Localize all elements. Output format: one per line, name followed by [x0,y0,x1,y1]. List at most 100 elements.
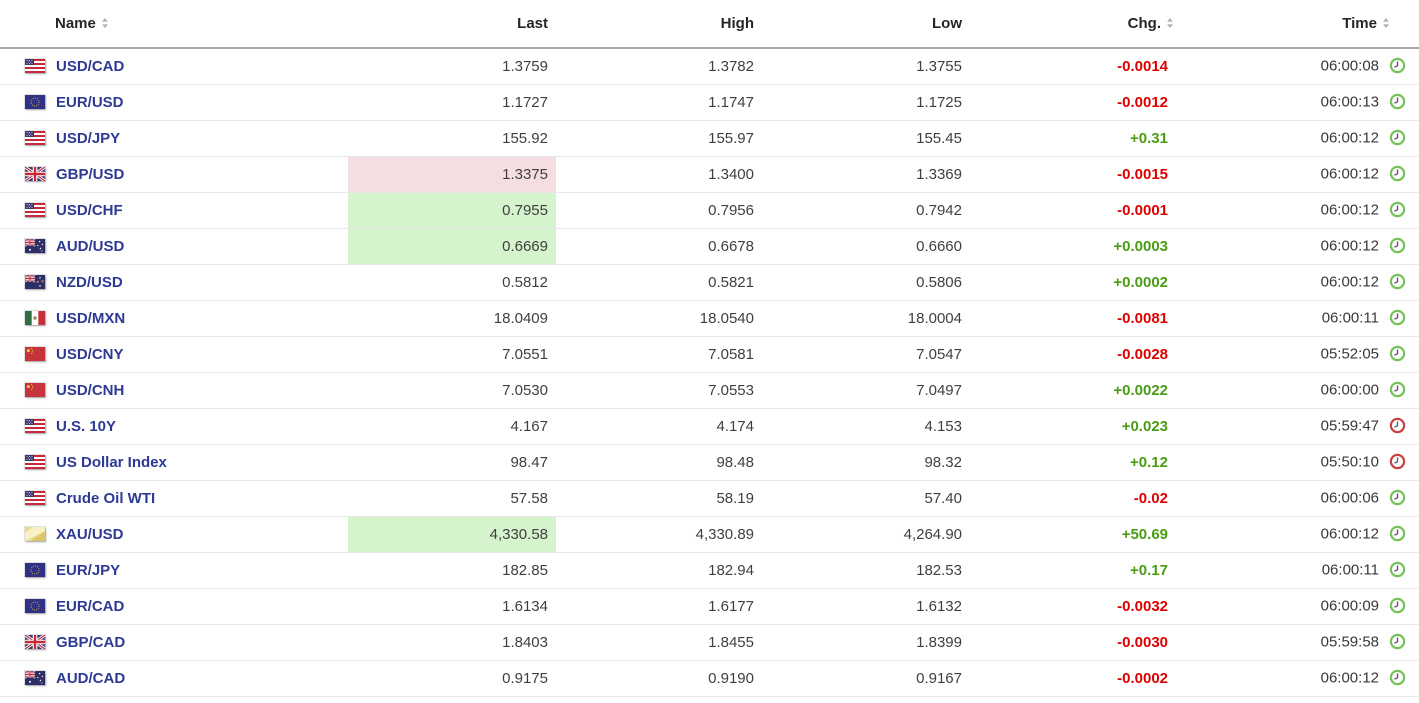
low-cell: 18.0004 [762,300,970,337]
instrument-link[interactable]: GBP/CAD [56,633,126,651]
low-value: 1.3369 [916,165,962,183]
instrument-link[interactable]: GBP/USD [56,165,125,183]
last-value: 4.167 [510,417,548,435]
low-value: 0.7942 [916,201,962,219]
low-cell: 1.1725 [762,84,970,121]
name-cell: XAU/USD [0,516,348,553]
last-cell: 7.0530 [348,372,556,409]
time-cell: 06:00:12 [1178,120,1419,157]
instrument-link[interactable]: USD/CNH [56,381,125,399]
time-cell: 06:00:09 [1178,588,1419,625]
au-flag-icon [25,239,45,253]
instrument-link[interactable]: USD/CAD [56,57,125,75]
clock-icon [1389,417,1406,434]
nz-flag-icon [25,275,45,289]
change-value: +0.17 [1130,561,1168,579]
clock-icon [1389,345,1406,362]
last-cell: 57.58 [348,480,556,517]
us-flag-icon [25,131,45,145]
clock-icon [1389,597,1406,614]
instrument-link[interactable]: USD/MXN [56,309,126,327]
chg-cell: +0.023 [970,408,1178,445]
table-row: USD/JPY 155.92 155.97 155.45 +0.31 06:00… [0,120,1419,157]
table-row: XAU/USD 4,330.58 4,330.89 4,264.90 +50.6… [0,516,1419,553]
last-value: 7.0530 [502,381,548,399]
table-row: GBP/USD 1.3375 1.3400 1.3369 -0.0015 06:… [0,156,1419,193]
instrument-link[interactable]: EUR/CAD [56,597,125,615]
low-cell: 57.40 [762,480,970,517]
table-row: Crude Oil WTI 57.58 58.19 57.40 -0.02 06… [0,480,1419,517]
last-value: 0.9175 [502,669,548,687]
column-header-name[interactable]: Name [0,0,348,49]
high-cell: 18.0540 [556,300,762,337]
column-header-time[interactable]: Time [1178,0,1419,49]
column-header-last-label: Last [517,15,548,32]
instrument-link[interactable]: US Dollar Index [56,453,167,471]
table-row: EUR/CAD 1.6134 1.6177 1.6132 -0.0032 06:… [0,588,1419,625]
column-header-chg[interactable]: Chg. [970,0,1178,49]
instrument-link[interactable]: AUD/CAD [56,669,126,687]
time-value: 06:00:12 [1320,165,1379,183]
name-cell: AUD/USD [0,228,348,265]
instrument-link[interactable]: NZD/USD [56,273,123,291]
low-cell: 0.9167 [762,660,970,697]
clock-icon [1389,309,1406,326]
low-value: 4.153 [924,417,962,435]
instrument-link[interactable]: U.S. 10Y [56,417,117,435]
clock-icon [1389,93,1406,110]
time-value: 06:00:12 [1320,237,1379,255]
time-value: 06:00:12 [1320,129,1379,147]
last-cell: 1.6134 [348,588,556,625]
name-cell: USD/CNH [0,372,348,409]
time-value: 06:00:08 [1320,58,1379,76]
low-cell: 0.5806 [762,264,970,301]
us-flag-icon [25,419,45,433]
high-cell: 0.7956 [556,192,762,229]
change-value: +0.023 [1121,417,1168,435]
chg-cell: -0.02 [970,480,1178,517]
last-cell: 4.167 [348,408,556,445]
name-cell: USD/CNY [0,336,348,373]
high-value: 98.48 [716,453,754,471]
name-cell: US Dollar Index [0,444,348,481]
instrument-link[interactable]: USD/CNY [56,345,124,363]
table-row: EUR/JPY 182.85 182.94 182.53 +0.17 06:00… [0,552,1419,589]
time-value: 06:00:13 [1320,93,1379,111]
sort-icon [1167,18,1173,28]
low-value: 0.6660 [916,237,962,255]
high-value: 0.6678 [708,237,754,255]
us-flag-icon [25,491,45,505]
low-value: 57.40 [924,489,962,507]
name-cell: USD/CAD [0,48,348,85]
instrument-link[interactable]: AUD/USD [56,237,125,255]
last-value: 1.8403 [502,633,548,651]
high-cell: 58.19 [556,480,762,517]
instrument-link[interactable]: USD/CHF [56,201,123,219]
column-header-time-label: Time [1342,15,1377,32]
column-header-low-label: Low [932,15,962,32]
instrument-link[interactable]: EUR/JPY [56,561,121,579]
high-value: 1.6177 [708,597,754,615]
chg-cell: +0.0003 [970,228,1178,265]
last-value: 1.1727 [502,93,548,111]
instrument-link[interactable]: Crude Oil WTI [56,489,156,507]
instrument-link[interactable]: USD/JPY [56,129,121,147]
change-value: -0.0015 [1117,165,1168,183]
low-value: 0.5806 [916,273,962,291]
time-cell: 06:00:11 [1178,300,1419,337]
clock-icon [1389,453,1406,470]
low-value: 155.45 [916,129,962,147]
instrument-link[interactable]: XAU/USD [56,525,124,543]
instrument-link[interactable]: EUR/USD [56,93,124,111]
change-value: +0.0003 [1113,237,1168,255]
high-value: 1.3782 [708,57,754,75]
clock-icon [1389,561,1406,578]
clock-icon [1389,201,1406,218]
low-cell: 182.53 [762,552,970,589]
low-cell: 4,264.90 [762,516,970,553]
time-value: 06:00:00 [1320,381,1379,399]
clock-icon [1389,237,1406,254]
name-cell: Crude Oil WTI [0,480,348,517]
high-value: 0.7956 [708,201,754,219]
